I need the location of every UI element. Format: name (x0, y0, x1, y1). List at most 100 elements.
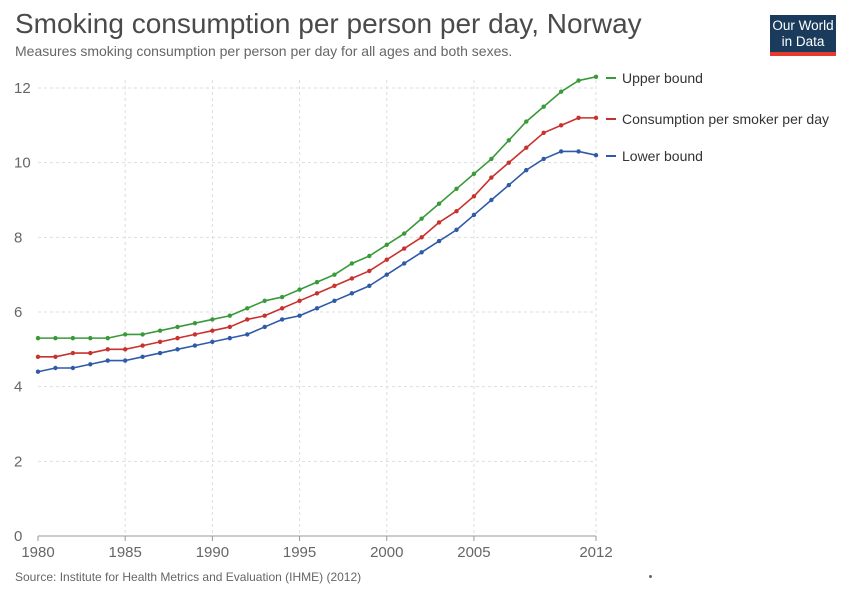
data-point (524, 167, 529, 173)
data-point (349, 291, 355, 296)
data-point (506, 160, 512, 165)
legend-label: Upper bound (622, 70, 703, 86)
data-point (506, 182, 512, 188)
data-point (70, 365, 76, 371)
logo-line-1: Our World (772, 18, 834, 33)
data-point (384, 272, 389, 277)
data-point (70, 350, 76, 356)
data-point (367, 268, 372, 274)
data-point (558, 149, 564, 154)
data-point (349, 261, 355, 266)
data-point (122, 358, 128, 363)
data-point (489, 197, 494, 203)
data-point (210, 339, 215, 345)
data-point (489, 156, 494, 162)
data-point (297, 313, 302, 318)
data-point (245, 332, 250, 337)
y-tick-label: 6 (14, 304, 22, 321)
data-point (262, 313, 267, 318)
chart-title: Smoking consumption per person per day, … (15, 8, 642, 39)
data-point (401, 231, 407, 236)
data-point (70, 335, 76, 341)
data-point (88, 362, 93, 367)
owid-logo[interactable]: Our World in Data (770, 15, 836, 56)
data-point (489, 175, 494, 180)
data-point (524, 145, 529, 150)
data-point (140, 332, 145, 337)
data-point (297, 287, 302, 292)
data-point (541, 156, 546, 162)
series-line-3 (37, 150, 597, 373)
data-point (524, 119, 529, 124)
series-lines (35, 74, 599, 374)
data-point (140, 343, 145, 348)
x-tick-label: 1990 (196, 544, 229, 561)
source-note: Source: Institute for Health Metrics and… (15, 570, 362, 584)
data-point (279, 306, 285, 311)
data-point (314, 306, 320, 311)
data-point (436, 220, 442, 225)
data-point (419, 250, 424, 255)
data-point (454, 209, 459, 214)
data-point (576, 78, 581, 83)
data-point (53, 354, 58, 359)
data-point (192, 332, 198, 337)
data-point (175, 324, 180, 330)
data-point (471, 212, 477, 218)
data-point (122, 347, 128, 352)
data-point (157, 328, 163, 333)
data-point (436, 201, 442, 206)
data-point (227, 335, 233, 341)
data-point (35, 369, 41, 374)
y-tick-label: 2 (14, 453, 22, 470)
series-line-1 (38, 76, 597, 339)
data-point (53, 365, 58, 371)
data-point (419, 216, 424, 221)
x-tick-label: 1985 (109, 544, 142, 561)
y-tick-label: 0 (14, 528, 22, 545)
data-point (436, 238, 442, 244)
data-point (367, 283, 372, 289)
data-point (227, 313, 233, 318)
data-point (105, 347, 110, 352)
data-point (192, 343, 198, 348)
data-point (384, 242, 389, 247)
data-point (332, 272, 337, 277)
data-point (35, 335, 41, 341)
data-point (262, 324, 267, 330)
data-point (140, 354, 145, 359)
data-point (53, 335, 58, 341)
x-tick-label: 2000 (370, 544, 403, 561)
data-point (576, 149, 581, 154)
data-point (593, 74, 599, 80)
axes: 0 2 4 6 8 10 12 1980 1985 1990 1995 2000 2005 2012 (14, 80, 613, 561)
legend-label: Consumption per smoker per day (622, 111, 829, 127)
data-point (175, 347, 180, 352)
data-point (279, 317, 285, 322)
data-point (88, 335, 93, 341)
data-point (245, 317, 250, 322)
data-point (210, 317, 215, 322)
x-tick-label: 1995 (283, 544, 316, 561)
legend-label: Lower bound (622, 148, 703, 164)
x-tick-label: 1980 (21, 544, 54, 561)
y-tick-label: 8 (14, 229, 22, 246)
grid-lines (38, 80, 597, 536)
data-point (506, 138, 512, 143)
x-tick-label: 2005 (457, 544, 490, 561)
data-point (262, 298, 267, 303)
data-point (175, 335, 180, 341)
data-point (314, 291, 320, 296)
data-point (401, 246, 407, 251)
data-point (593, 115, 599, 121)
data-point (558, 123, 564, 128)
data-point (210, 328, 215, 333)
data-point (384, 257, 389, 262)
data-point (297, 298, 302, 303)
data-point (157, 350, 163, 356)
data-point (454, 227, 459, 233)
y-tick-label: 10 (14, 155, 31, 172)
legend: Upper bound Consumption per smoker per da… (606, 70, 829, 164)
data-point (88, 350, 93, 356)
